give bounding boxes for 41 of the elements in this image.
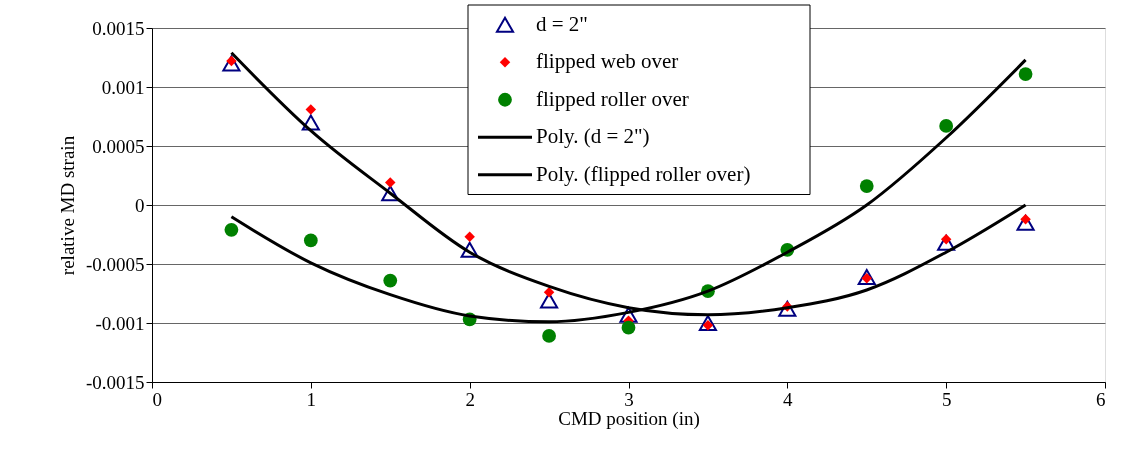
y-tick-label: -0.0005 xyxy=(85,253,145,275)
legend-label: Poly. (flipped roller over) xyxy=(536,161,751,186)
point xyxy=(621,320,636,335)
point xyxy=(542,329,556,343)
x-tick-label: 3 xyxy=(624,388,634,410)
point xyxy=(619,306,638,323)
y-tick-label: 0.001 xyxy=(101,76,145,98)
y-axis-title: relative MD strain xyxy=(56,135,78,276)
x-tick-label: 0 xyxy=(152,388,162,410)
point xyxy=(778,300,797,317)
point xyxy=(859,179,874,193)
x-axis-title: CMD position (in) xyxy=(558,407,700,430)
x-tick-label: 4 xyxy=(783,388,794,410)
y-tick-label: 0 xyxy=(135,194,145,216)
x-tick-label: 1 xyxy=(306,388,317,410)
y-tick-label: 0.0015 xyxy=(92,17,145,39)
legend-label: flipped roller over xyxy=(536,86,689,111)
point xyxy=(301,114,320,131)
y-tick-label: -0.0015 xyxy=(85,371,145,393)
legend-label: flipped web over xyxy=(536,49,679,74)
x-tick-label: 5 xyxy=(941,388,952,410)
legend-label: d = 2" xyxy=(536,11,588,36)
y-tick-label: -0.001 xyxy=(95,312,145,334)
point xyxy=(857,269,876,285)
point xyxy=(385,177,396,188)
point xyxy=(460,241,479,258)
point xyxy=(305,104,317,115)
point xyxy=(698,315,717,331)
x-tick-label: 6 xyxy=(1096,388,1106,410)
point xyxy=(222,55,241,72)
y-tick-label: 0.0005 xyxy=(92,135,145,157)
point xyxy=(381,185,400,202)
point xyxy=(464,231,475,243)
x-tick-label: 2 xyxy=(465,388,475,410)
point xyxy=(543,287,555,298)
point xyxy=(303,233,318,248)
point xyxy=(939,119,954,133)
point xyxy=(224,222,239,237)
point xyxy=(1018,67,1033,81)
point xyxy=(383,273,398,288)
legend-label: Poly. (d = 2") xyxy=(536,124,650,149)
